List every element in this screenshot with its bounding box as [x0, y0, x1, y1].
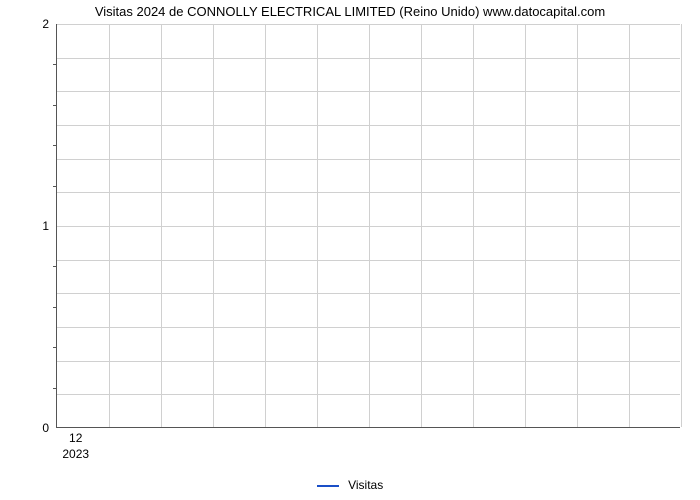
gridline-vertical [421, 24, 422, 427]
plot-area: 012122023 [56, 24, 680, 428]
y-tick-label: 1 [42, 219, 49, 233]
y-tick-minor [53, 347, 57, 348]
x-group-label: 2023 [62, 447, 89, 461]
gridline-vertical [369, 24, 370, 427]
y-tick-minor [53, 64, 57, 65]
y-tick-label: 2 [42, 17, 49, 31]
gridline-vertical [109, 24, 110, 427]
legend-line-icon [317, 485, 339, 487]
gridline-vertical [681, 24, 682, 427]
gridline-vertical [525, 24, 526, 427]
y-tick-minor [53, 388, 57, 389]
y-tick-minor [53, 105, 57, 106]
y-tick-label: 0 [42, 421, 49, 435]
x-tick-label: 12 [69, 431, 82, 445]
gridline-vertical [473, 24, 474, 427]
gridline-vertical [213, 24, 214, 427]
gridline-vertical [265, 24, 266, 427]
gridline-vertical [161, 24, 162, 427]
gridline-vertical [577, 24, 578, 427]
chart-title: Visitas 2024 de CONNOLLY ELECTRICAL LIMI… [0, 4, 700, 19]
legend-label: Visitas [348, 478, 383, 492]
y-tick-minor [53, 307, 57, 308]
y-tick-minor [53, 266, 57, 267]
legend: Visitas [0, 478, 700, 492]
gridline-vertical [629, 24, 630, 427]
y-tick-minor [53, 186, 57, 187]
y-tick-minor [53, 145, 57, 146]
gridline-vertical [317, 24, 318, 427]
